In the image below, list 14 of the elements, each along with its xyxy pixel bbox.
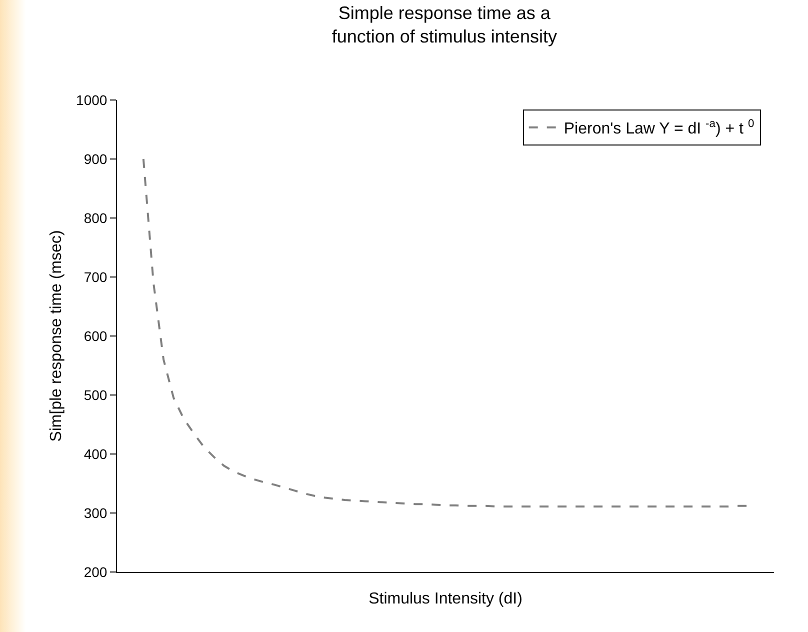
y-axis-title: Sim[ple response time (msec) — [48, 230, 65, 442]
y-tick-label: 400 — [84, 446, 108, 462]
y-tick-label: 600 — [84, 328, 108, 344]
y-tick-label: 800 — [84, 210, 108, 226]
y-tick-label: 500 — [84, 386, 108, 403]
legend-label: Pieron's Law Y = dI $^{-a}$) + t $^{0}$ — [564, 118, 754, 138]
y-tick-label: 300 — [84, 504, 108, 521]
y-tick-label: 700 — [84, 268, 108, 285]
y-tick-label: 900 — [84, 150, 108, 167]
y-tick-label: 1000 — [76, 92, 108, 108]
line-series — [142, 158, 749, 508]
y-tick-label: 200 — [84, 564, 108, 580]
chart-title: Simple response time as a function of stimulus intensity — [332, 2, 557, 46]
x-axis-title: Stimulus Intensity (dI) — [368, 590, 522, 608]
